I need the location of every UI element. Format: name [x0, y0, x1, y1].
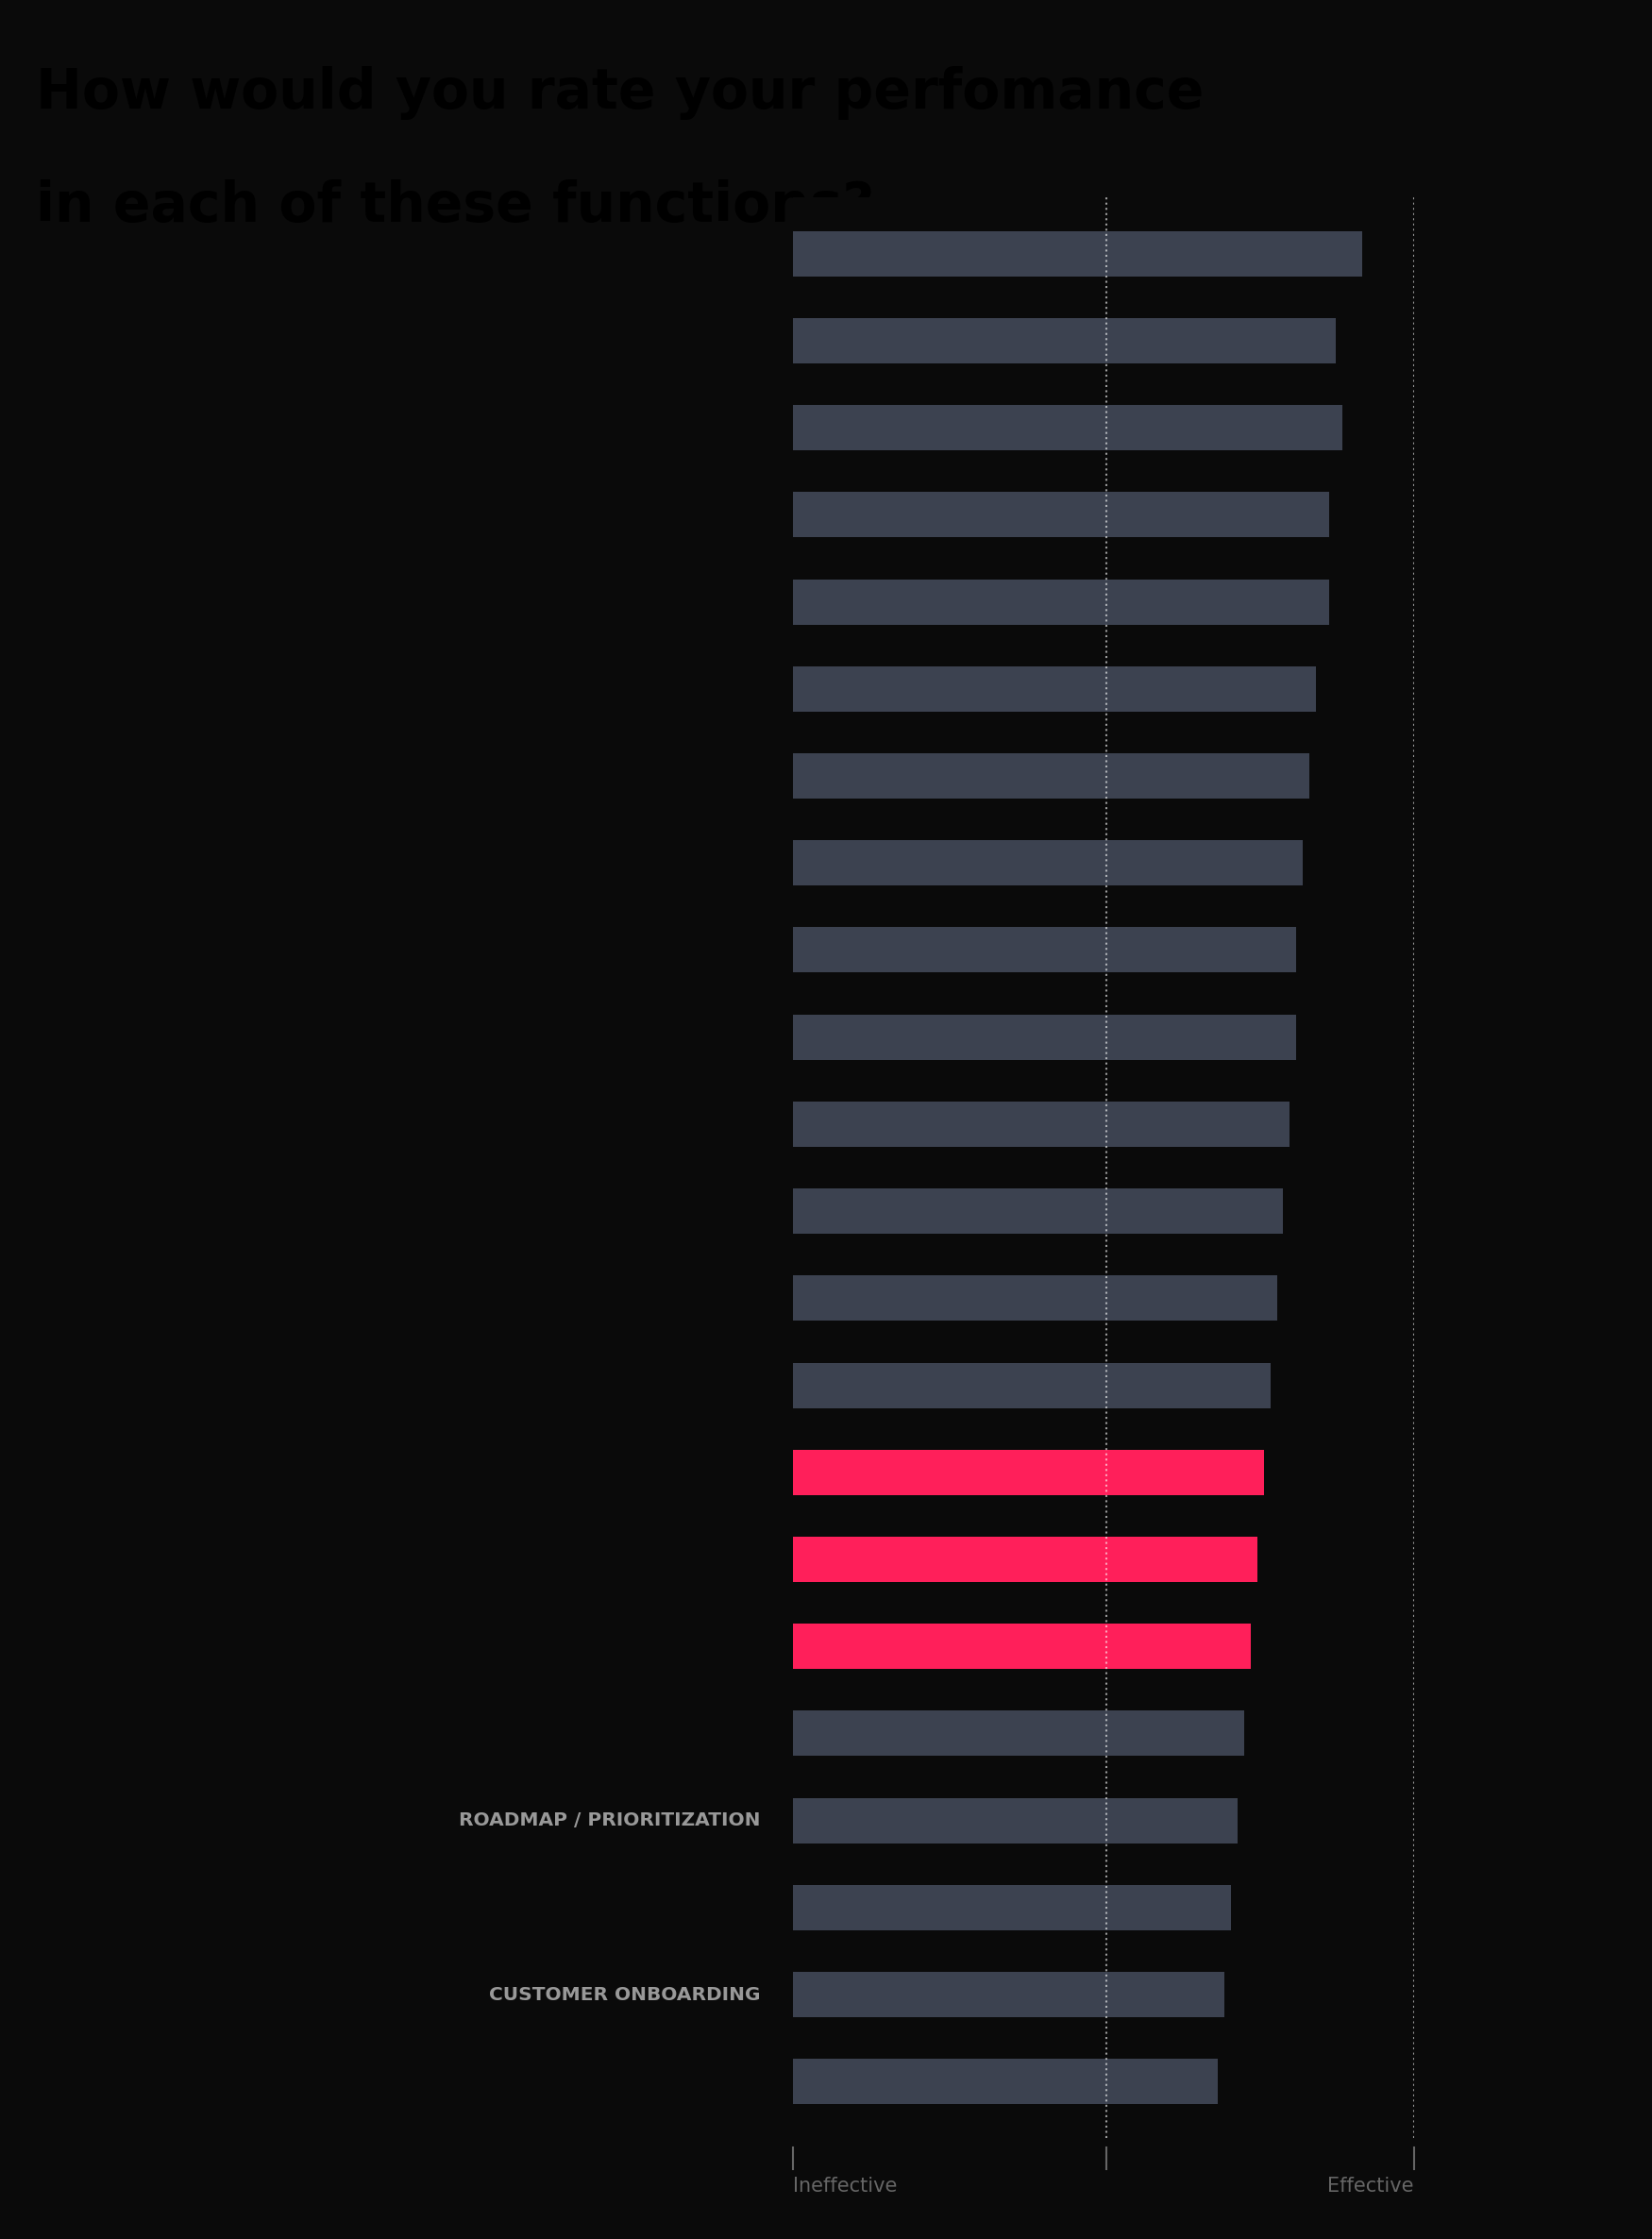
Bar	[793, 1536, 1257, 1583]
Bar	[793, 1798, 1237, 1843]
Bar	[793, 1449, 1264, 1496]
Text: Effective: Effective	[1328, 2176, 1414, 2194]
Bar	[793, 1276, 1277, 1321]
Bar	[793, 667, 1317, 712]
Bar	[793, 1014, 1297, 1059]
Bar	[793, 580, 1330, 625]
Bar	[793, 231, 1361, 275]
Text: ROADMAP / PRIORITIZATION: ROADMAP / PRIORITIZATION	[458, 1811, 760, 1829]
Bar	[793, 752, 1310, 799]
Bar	[793, 1189, 1284, 1234]
Bar	[793, 405, 1341, 450]
Bar	[793, 1102, 1290, 1146]
Bar	[793, 1711, 1244, 1755]
Bar	[793, 1885, 1231, 1930]
Text: CUSTOMER ONBOARDING: CUSTOMER ONBOARDING	[489, 1986, 760, 2004]
Bar	[793, 927, 1297, 972]
Bar	[793, 2060, 1218, 2105]
Bar	[793, 1973, 1224, 2017]
Bar	[793, 1364, 1270, 1408]
Text: Ineffective: Ineffective	[793, 2176, 897, 2194]
Bar	[793, 840, 1303, 887]
Bar	[793, 1623, 1251, 1668]
Bar	[793, 318, 1336, 363]
Text: in each of these functions?: in each of these functions?	[36, 179, 874, 233]
Bar	[793, 493, 1330, 537]
Text: How would you rate your perfomance: How would you rate your perfomance	[36, 67, 1204, 121]
